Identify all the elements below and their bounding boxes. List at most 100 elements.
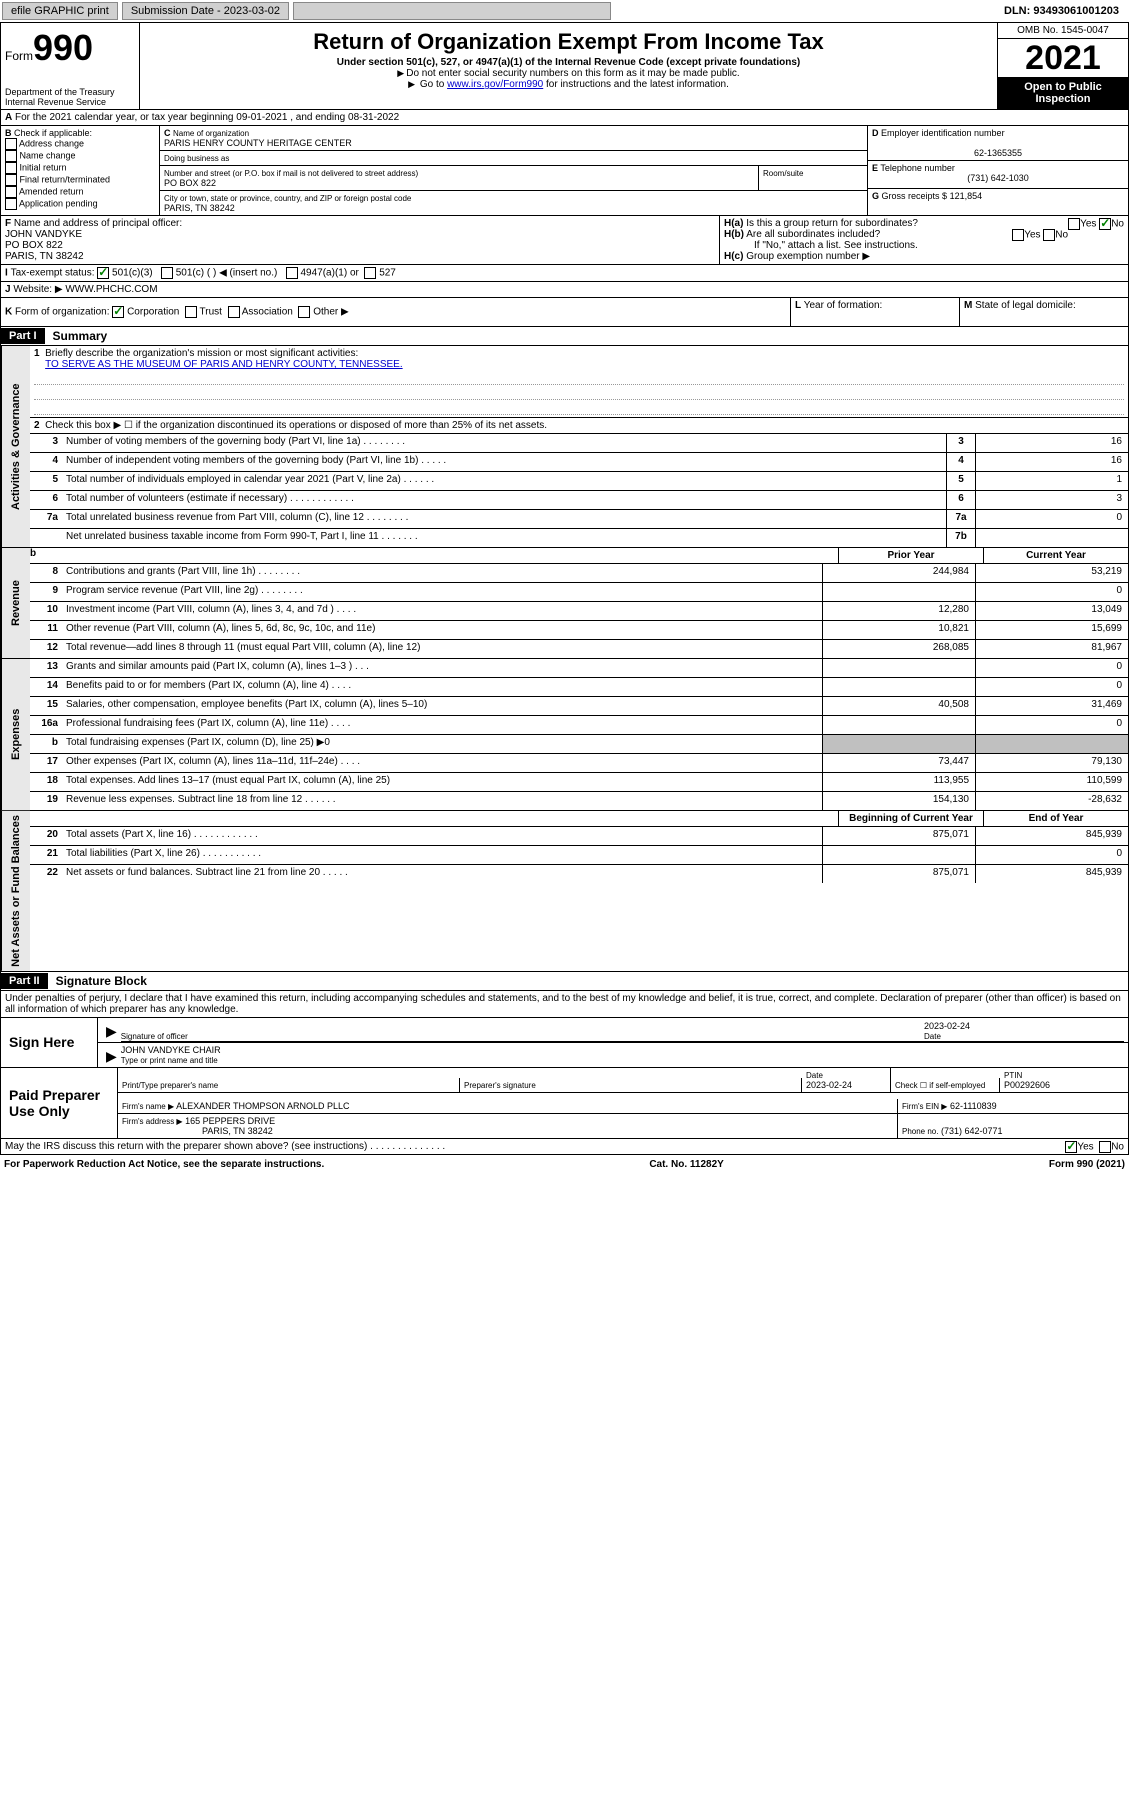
self-emp: Check ☐ if self-employed bbox=[895, 1081, 985, 1090]
discuss-yes-label: Yes bbox=[1077, 1141, 1093, 1152]
header-center: Return of Organization Exempt From Incom… bbox=[140, 23, 997, 109]
line-3: 3 Number of voting members of the govern… bbox=[30, 434, 1128, 453]
checkbox-name-change[interactable] bbox=[5, 150, 17, 162]
line2-text: Check this box ▶ ☐ if the organization d… bbox=[45, 420, 547, 431]
sign-here-section: Sign Here ▶ Signature of officer 2023-02… bbox=[0, 1018, 1129, 1068]
opt-4947: 4947(a)(1) or bbox=[300, 268, 358, 279]
section-governance: Activities & Governance 1 Briefly descri… bbox=[0, 346, 1129, 548]
name-title-label: Type or print name and title bbox=[121, 1056, 218, 1065]
line-14: 14 Benefits paid to or for members (Part… bbox=[30, 678, 1128, 697]
gov-label: Activities & Governance bbox=[1, 346, 30, 547]
org-name: PARIS HENRY COUNTY HERITAGE CENTER bbox=[164, 138, 352, 148]
checkbox-amended[interactable] bbox=[5, 186, 17, 198]
cb-corp[interactable] bbox=[112, 306, 124, 318]
section-revenue: Revenue b Prior Year Current Year 8 Cont… bbox=[0, 548, 1129, 659]
prep-date: 2023-02-24 bbox=[806, 1080, 852, 1090]
opt-trust: Trust bbox=[200, 307, 222, 318]
date-label: Date bbox=[924, 1032, 941, 1041]
cb-501c[interactable] bbox=[161, 267, 173, 279]
instr-pre: Go to bbox=[420, 79, 447, 90]
part2-title: Signature Block bbox=[48, 972, 155, 990]
irs-label: Internal Revenue Service bbox=[5, 97, 106, 107]
k-label: Form of organization: bbox=[15, 307, 110, 318]
cb-assoc[interactable] bbox=[228, 306, 240, 318]
section-b: B Check if applicable: Address change Na… bbox=[1, 126, 160, 215]
ha-no[interactable] bbox=[1099, 218, 1111, 230]
section-deg: D Employer identification number 62-1365… bbox=[867, 126, 1128, 215]
cb-trust[interactable] bbox=[185, 306, 197, 318]
section-net-assets: Net Assets or Fund Balances Beginning of… bbox=[0, 811, 1129, 972]
form-ref: Form 990 (2021) bbox=[1049, 1159, 1125, 1170]
line-18: 18 Total expenses. Add lines 13–17 (must… bbox=[30, 773, 1128, 792]
tel-value: (731) 642-1030 bbox=[872, 173, 1124, 183]
city-label: City or town, state or province, country… bbox=[164, 194, 411, 203]
opt-assoc: Association bbox=[242, 307, 293, 318]
line-6: 6 Total number of volunteers (estimate i… bbox=[30, 491, 1128, 510]
pointer-icon-2: ▶ bbox=[102, 1048, 121, 1065]
firm-addr2: PARIS, TN 38242 bbox=[122, 1126, 273, 1136]
checkbox-pending[interactable] bbox=[5, 198, 17, 210]
checkbox-address-change[interactable] bbox=[5, 138, 17, 150]
instr-ssn: Do not enter social security numbers on … bbox=[144, 68, 993, 79]
opt-501c3: 501(c)(3) bbox=[112, 268, 153, 279]
officer-label: Name and address of principal officer: bbox=[14, 218, 182, 229]
hb-no[interactable] bbox=[1043, 229, 1055, 241]
top-bar: efile GRAPHIC print Submission Date - 20… bbox=[0, 0, 1129, 22]
line-5: 5 Total number of individuals employed i… bbox=[30, 472, 1128, 491]
exp-label: Expenses bbox=[1, 659, 30, 810]
discuss-yes[interactable] bbox=[1065, 1141, 1077, 1153]
m-label: State of legal domicile: bbox=[975, 300, 1076, 311]
hc-label: Group exemption number ▶ bbox=[746, 251, 870, 262]
website-label: Website: ▶ bbox=[13, 284, 62, 295]
discuss-no[interactable] bbox=[1099, 1141, 1111, 1153]
page-footer: For Paperwork Reduction Act Notice, see … bbox=[0, 1155, 1129, 1174]
prep-sig-label: Preparer's signature bbox=[464, 1081, 536, 1090]
line-9: 9 Program service revenue (Part VIII, li… bbox=[30, 583, 1128, 602]
col-prior: Prior Year bbox=[838, 548, 983, 563]
l-label: Year of formation: bbox=[804, 300, 883, 311]
submission-date-button[interactable]: Submission Date - 2023-03-02 bbox=[122, 2, 289, 20]
c-name-label: Name of organization bbox=[173, 129, 249, 138]
paid-label: Paid Preparer Use Only bbox=[1, 1068, 118, 1138]
net-label: Net Assets or Fund Balances bbox=[1, 811, 30, 971]
omb-number: OMB No. 1545-0047 bbox=[998, 23, 1128, 39]
ptin-value: P00292606 bbox=[1004, 1080, 1050, 1090]
gross-label: Gross receipts $ bbox=[882, 191, 948, 201]
room-label: Room/suite bbox=[763, 169, 803, 178]
yes-label2: Yes bbox=[1024, 230, 1040, 241]
hb-yes[interactable] bbox=[1012, 229, 1024, 241]
opt-final: Final return/terminated bbox=[20, 174, 111, 184]
line-a: A For the 2021 calendar year, or tax yea… bbox=[0, 110, 1129, 126]
cb-527[interactable] bbox=[364, 267, 376, 279]
irs-link[interactable]: www.irs.gov/Form990 bbox=[447, 79, 543, 90]
mission-label: Briefly describe the organization's miss… bbox=[45, 348, 358, 359]
org-address: PO BOX 822 bbox=[164, 178, 216, 188]
checkbox-initial[interactable] bbox=[5, 162, 17, 174]
cb-other[interactable] bbox=[298, 306, 310, 318]
form-label: Form bbox=[5, 49, 33, 63]
line-17: 17 Other expenses (Part IX, column (A), … bbox=[30, 754, 1128, 773]
part2-label: Part II bbox=[1, 973, 48, 989]
phone-label: Phone no. bbox=[902, 1127, 938, 1136]
sig-officer-label: Signature of officer bbox=[121, 1032, 188, 1041]
checkbox-final[interactable] bbox=[5, 174, 17, 186]
ha-yes[interactable] bbox=[1068, 218, 1080, 230]
section-j: J Website: ▶ WWW.PHCHC.COM bbox=[0, 282, 1129, 298]
firm-ein: 62-1110839 bbox=[950, 1101, 997, 1111]
opt-address: Address change bbox=[19, 138, 84, 148]
tax-status-label: Tax-exempt status: bbox=[11, 268, 95, 279]
yes-label: Yes bbox=[1080, 219, 1096, 230]
opt-527: 527 bbox=[379, 268, 396, 279]
cb-4947[interactable] bbox=[286, 267, 298, 279]
opt-other: Other ▶ bbox=[313, 307, 348, 318]
cb-501c3[interactable] bbox=[97, 267, 109, 279]
efile-button[interactable]: efile GRAPHIC print bbox=[2, 2, 118, 20]
firm-name: ALEXANDER THOMPSON ARNOLD PLLC bbox=[176, 1101, 349, 1111]
public-line1: Open to Public bbox=[1024, 81, 1102, 93]
tax-year-text: For the 2021 calendar year, or tax year … bbox=[15, 112, 399, 123]
section-i: I Tax-exempt status: 501(c)(3) 501(c) ( … bbox=[0, 265, 1129, 282]
mission-text: TO SERVE AS THE MUSEUM OF PARIS AND HENR… bbox=[45, 359, 403, 370]
b-label: Check if applicable: bbox=[14, 128, 92, 138]
officer-addr2: PARIS, TN 38242 bbox=[5, 251, 84, 262]
firm-name-label: Firm's name ▶ bbox=[122, 1102, 174, 1111]
